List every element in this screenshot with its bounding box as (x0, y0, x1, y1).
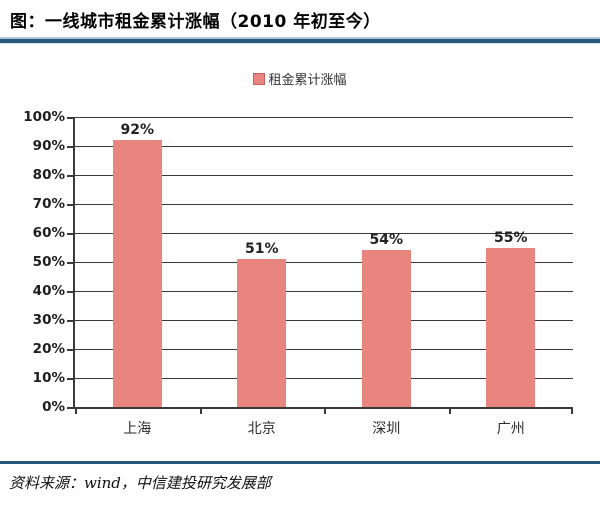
gridline (75, 117, 573, 118)
gridline (75, 320, 573, 321)
y-tick-label: 30% (32, 312, 65, 328)
x-axis-tick (324, 407, 326, 414)
bar-chart-plot-area: 0% 10% 20% 30% 40% 50% 60% 70% 80% 90% 100% 92% 上海 51… (23, 109, 573, 437)
gridline (75, 378, 573, 379)
y-tick-label: 10% (32, 370, 65, 386)
bar (237, 259, 287, 407)
x-category-label: 深圳 (372, 421, 401, 437)
y-tick-label: 90% (32, 138, 65, 154)
gridline (75, 262, 573, 263)
x-category-label: 北京 (247, 421, 276, 437)
y-axis-tick (67, 262, 75, 264)
title-divider (0, 37, 600, 44)
y-axis-tick (67, 233, 75, 235)
footer-divider (0, 461, 600, 464)
gridline (75, 349, 573, 350)
bar-value-label: 51% (244, 241, 279, 258)
y-axis-tick (67, 320, 75, 322)
y-tick-label: 60% (32, 225, 65, 241)
x-category-label: 广州 (496, 421, 525, 437)
y-tick-label: 50% (32, 254, 65, 270)
gridline (75, 291, 573, 292)
y-axis-tick (67, 349, 75, 351)
x-axis-tick (199, 407, 202, 414)
bar (486, 247, 536, 407)
y-axis-tick (67, 117, 75, 119)
y-axis-tick (67, 175, 75, 177)
y-axis-tick (67, 204, 75, 206)
y-tick-label: 20% (32, 341, 65, 357)
gridline (75, 204, 573, 205)
legend-label: 租金累计涨幅 (268, 73, 347, 88)
x-axis-tick (75, 407, 77, 414)
y-axis-tick (67, 407, 75, 409)
y-axis-tick (67, 146, 75, 148)
gridline (75, 175, 573, 176)
legend-swatch-icon (253, 73, 266, 85)
y-axis-tick (67, 378, 75, 380)
y-tick-label: 100% (23, 109, 65, 125)
x-category-label: 上海 (123, 421, 152, 437)
x-axis-tick (448, 407, 451, 414)
x-axis-tick (571, 407, 573, 414)
bar (112, 140, 162, 407)
bar-value-label: 55% (493, 229, 528, 246)
figure-title: 图：一线城市租金累计涨幅（2010 年初至今） (10, 12, 381, 32)
y-tick-label: 40% (32, 283, 65, 299)
bar-value-label: 54% (369, 232, 403, 249)
chart-legend: 租金累计涨幅 (0, 69, 600, 88)
y-tick-label: 0% (42, 399, 65, 415)
y-tick-label: 80% (32, 167, 65, 183)
gridline (75, 233, 573, 234)
y-tick-label: 70% (32, 196, 65, 212)
bar (361, 250, 411, 407)
bar-value-label: 92% (120, 122, 154, 139)
y-axis-tick (67, 291, 75, 293)
gridline (75, 146, 573, 147)
source-note: 资料来源：wind，中信建投研究发展部 (9, 474, 271, 492)
